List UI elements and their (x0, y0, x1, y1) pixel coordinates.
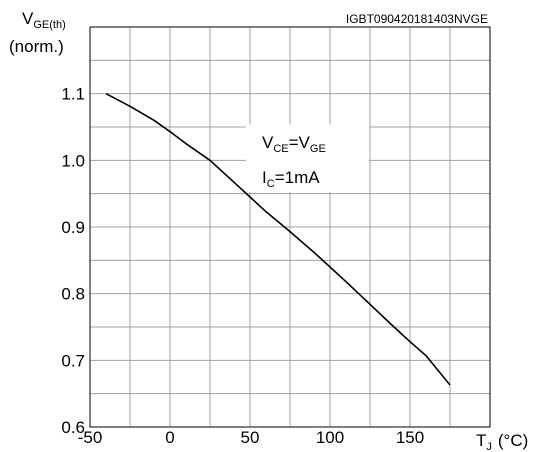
y-tick-label: 1.0 (61, 151, 85, 170)
annotation-box (246, 124, 369, 192)
plot-frame (89, 26, 491, 428)
annotation-line1: VCE=VGE (262, 133, 326, 155)
y-tick-label: 0.7 (61, 351, 85, 370)
y-tick-labels: 0.6 0.7 0.8 0.9 1.0 1.1 (61, 85, 85, 437)
y-tick-label: 1.1 (61, 85, 85, 104)
x-tick-label: -50 (78, 428, 103, 447)
y-tick-label: 0.8 (61, 285, 85, 304)
y-axis-label: VGE(th) (22, 9, 66, 31)
x-tick-label: 50 (241, 428, 260, 447)
annotation-line2: IC=1mA (262, 168, 320, 190)
x-tick-labels: -50 0 50 100 150 (78, 428, 424, 447)
y-tick-label: 0.9 (61, 218, 85, 237)
series-group (105, 92, 451, 386)
y-tick-label: 0.6 (61, 418, 85, 437)
figure-code: IGBT090420181403NVGE (346, 12, 488, 26)
x-tick-label: 150 (396, 428, 424, 447)
y-axis-unit: (norm.) (9, 37, 64, 56)
grid-lines (90, 27, 490, 427)
series-line (105, 92, 451, 386)
x-tick-label: 0 (165, 428, 174, 447)
x-axis-label: TJ (°C) (476, 431, 528, 452)
x-tick-label: 100 (316, 428, 344, 447)
